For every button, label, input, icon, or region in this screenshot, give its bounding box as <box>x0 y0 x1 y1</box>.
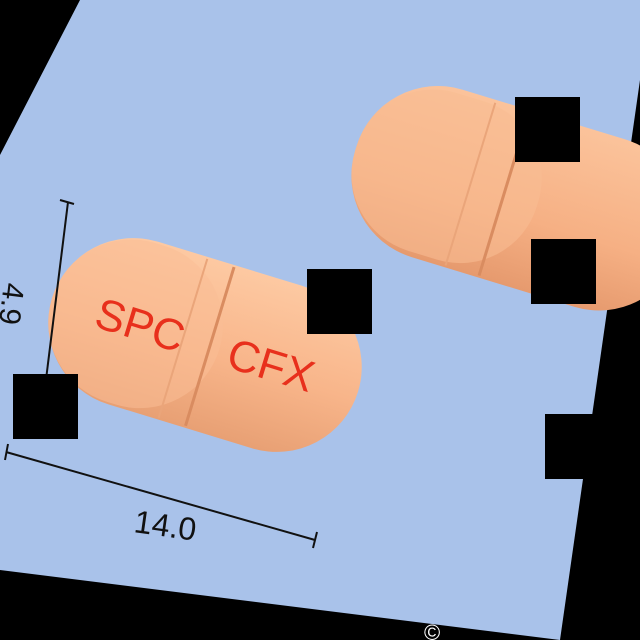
height-dimension: 4.9 <box>0 199 75 431</box>
height-label: 4.9 <box>0 281 30 326</box>
length-dimension: 14.0 <box>4 443 318 549</box>
occluder-square <box>307 269 372 334</box>
occluder-square <box>13 374 78 439</box>
capsule-front: SPC CFX <box>48 238 362 452</box>
length-label: 14.0 <box>132 503 199 547</box>
occluder-square <box>515 97 580 162</box>
occluder-square <box>545 414 610 479</box>
occluder-square <box>531 239 596 304</box>
watermark: © <box>424 620 440 640</box>
